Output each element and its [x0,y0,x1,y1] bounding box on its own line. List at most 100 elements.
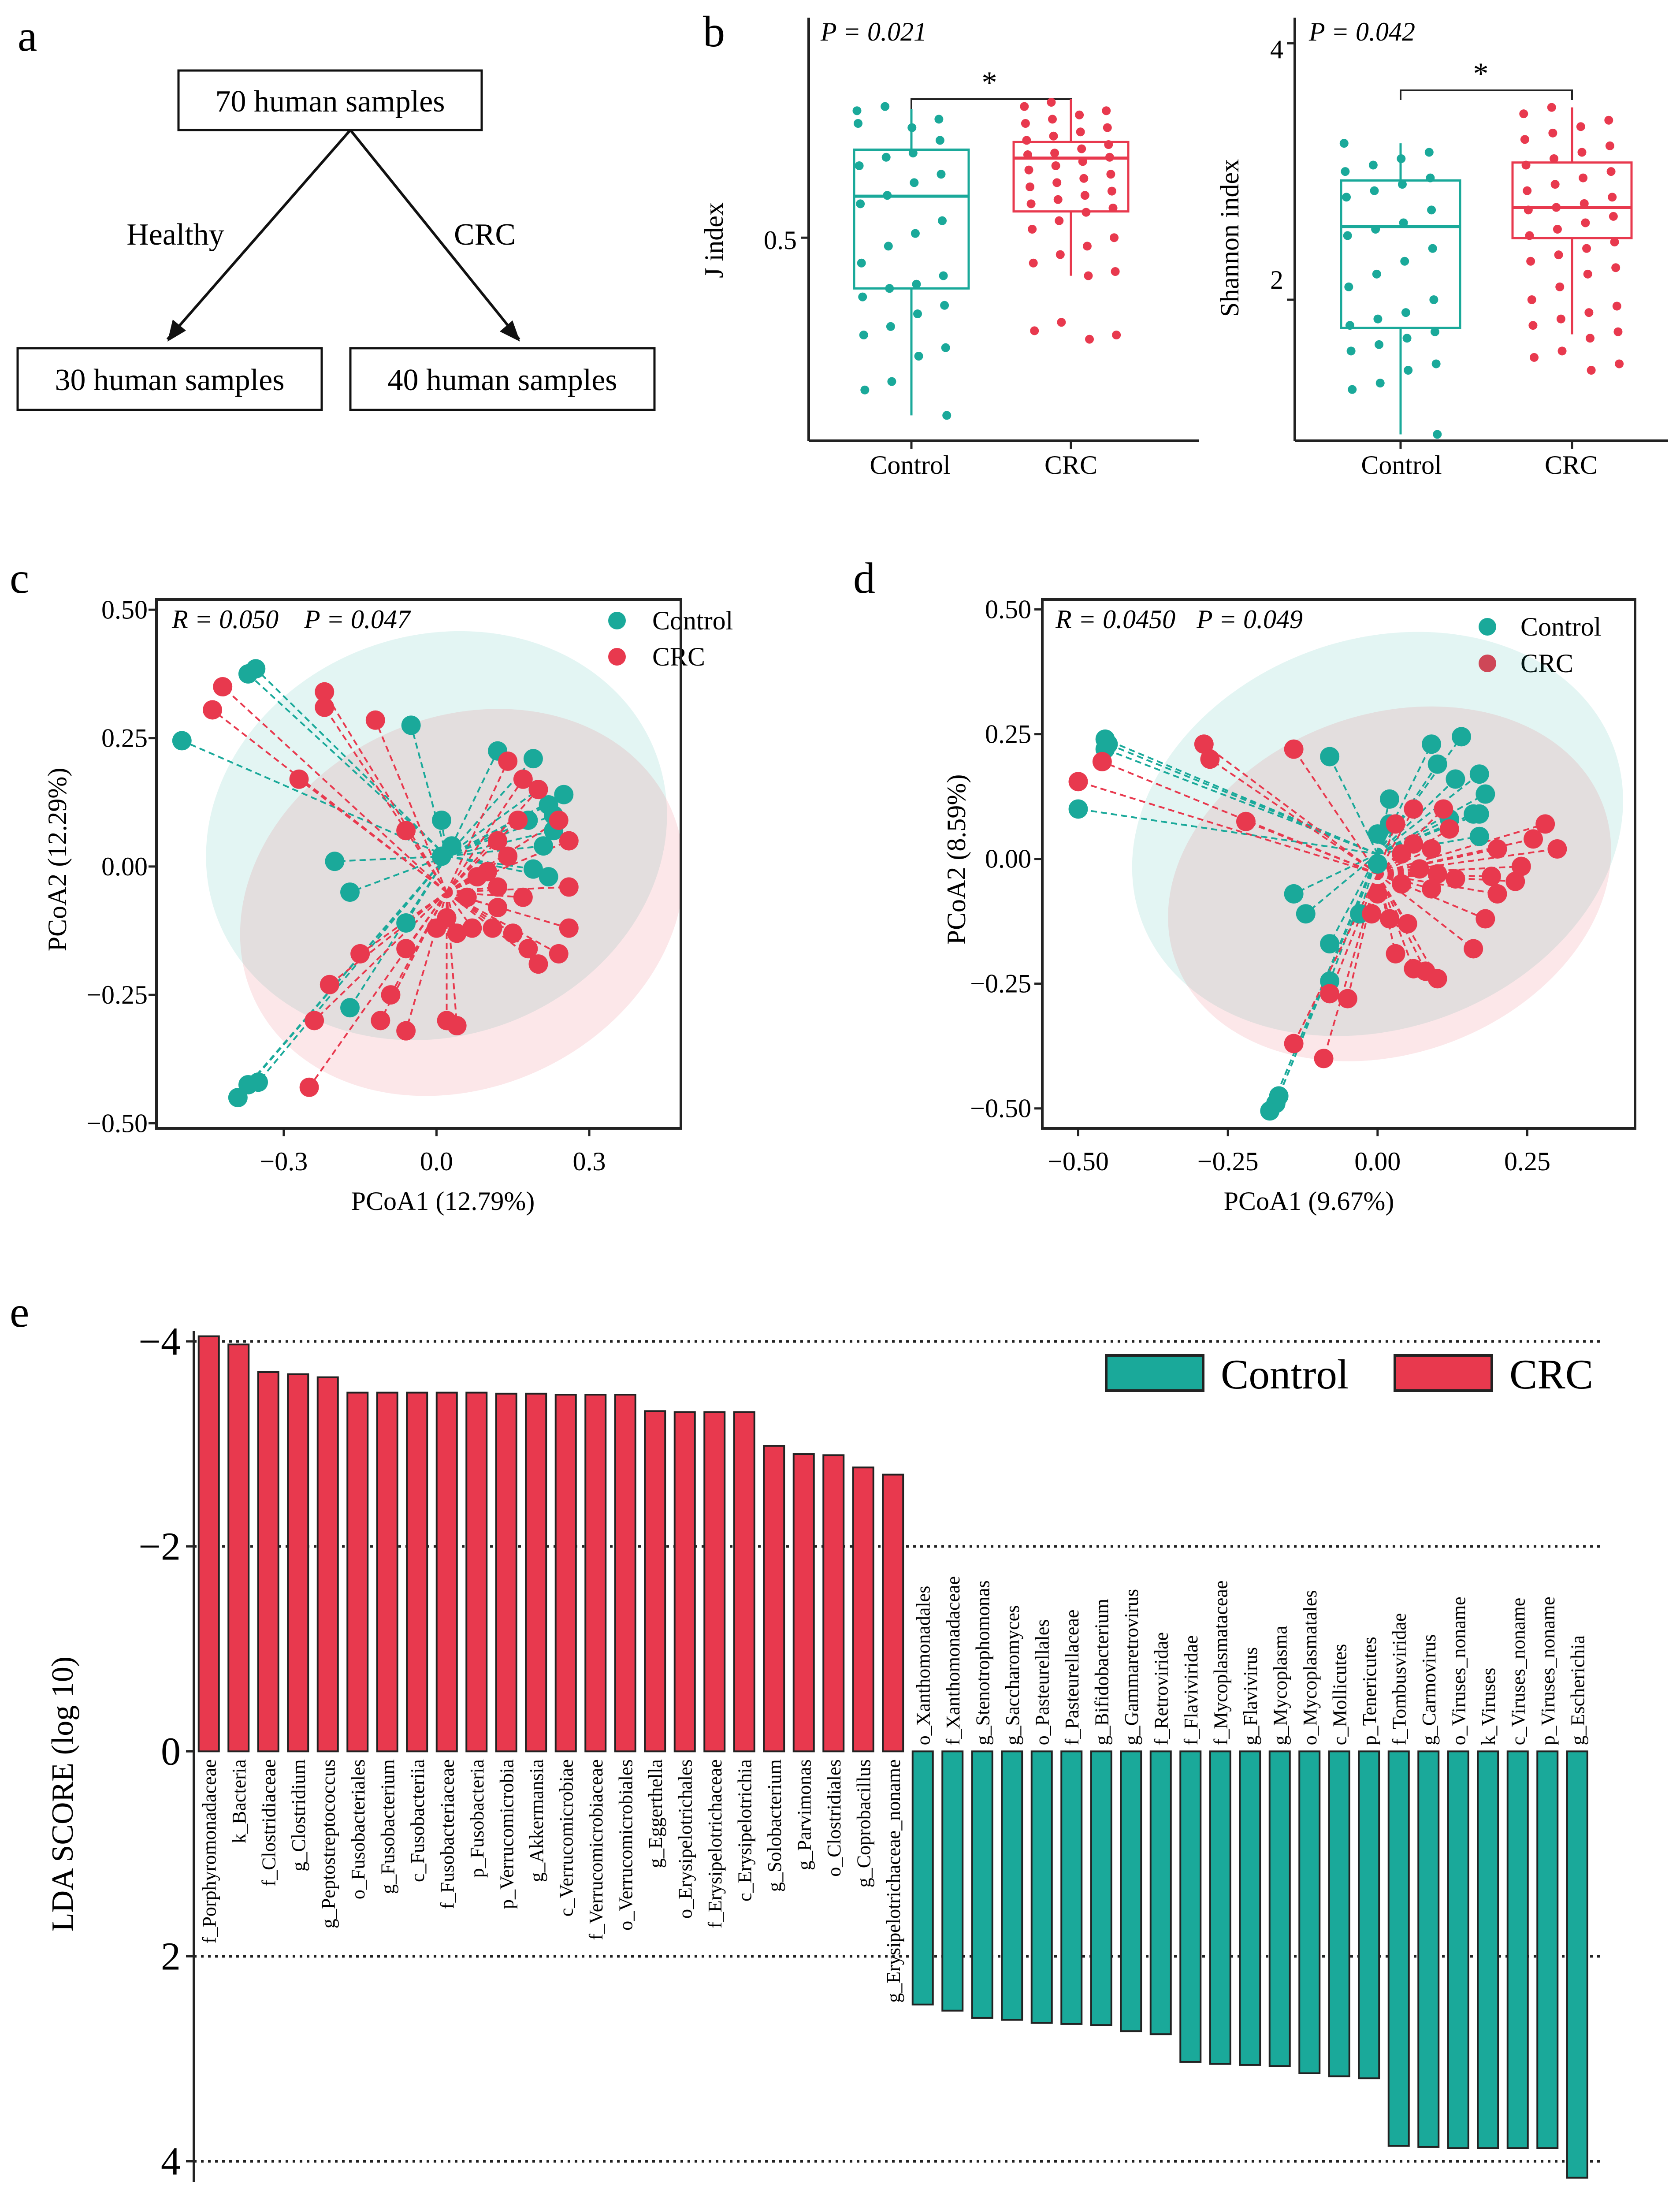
c-point-crc-16 [467,867,487,887]
b2-point-0-21 [1431,327,1440,336]
e-bar-crc-16 [673,1411,696,1753]
e-bar-label-control-18: o_Viruses_noname [1448,1596,1470,1745]
b1-point-1-34 [1111,267,1120,276]
b1-point-1-29 [1028,225,1037,234]
b2-point-1-28 [1555,282,1565,291]
c-point-crc-2 [315,682,335,702]
b1-point-1-21 [1026,182,1035,191]
e-bar-label-crc-15: g_Eggerthella [645,1759,666,1868]
c-spider-0-24 [237,856,448,1098]
e-bar-label-crc-1: k_Bacteria [228,1759,250,1843]
b2-point-0-2 [1397,154,1406,163]
c-spider-1-21 [446,891,473,929]
c-point-crc-17 [488,877,508,897]
b2-point-1-30 [1612,301,1621,311]
b1-point-1-28 [1055,216,1064,225]
b2-point-0-24 [1346,346,1356,356]
c-point-crc-40 [350,944,370,964]
b2-point-1-23 [1582,244,1591,253]
d-point-crc-33 [1547,839,1567,859]
c-point-crc-14 [498,846,518,866]
b2-point-1-0 [1547,103,1556,112]
e-bar-control-4 [1030,1750,1053,2024]
e-bar-crc-17 [703,1411,726,1753]
e-bar-crc-9 [465,1392,488,1753]
b1-point-1-10 [1104,140,1113,149]
b1-point-0-29 [942,411,952,420]
c-legend-dot-crc [608,648,626,666]
b1-point-1-7 [1076,127,1085,137]
e-ytick-label-0: −4 [138,1320,181,1363]
e-bar-label-crc-5: o_Fusobacteriales [347,1759,369,1899]
c-spider-0-14 [446,845,544,857]
d-point-crc-7 [1404,799,1424,819]
e-bar-label-crc-16: o_Erysipelotrichales [675,1759,696,1919]
c-spider-1-38 [313,891,447,1021]
j-index-boxplot: P = 0.021 * J index Control CRC 0.5 [699,17,1199,480]
e-bar-control-18 [1447,1750,1469,2149]
b2-point-0-15 [1372,269,1381,279]
e-bar-label-control-14: c_Mollicutes [1329,1644,1351,1745]
d-point-crc-28 [1505,871,1525,891]
b2-point-1-25 [1526,257,1535,266]
d-spider-1-32 [1377,823,1546,875]
b1-point-0-4 [854,119,863,128]
d-spider-0-11 [1377,793,1486,855]
d-spider-0-1 [1108,743,1378,855]
c-point-crc-38 [305,1011,324,1031]
c-ytick-label-0: −0.50 [86,1109,148,1138]
b2-point-1-5 [1520,135,1529,144]
d-point-control-21 [1320,934,1340,954]
e-bar-crc-15 [644,1410,666,1753]
c-spider-0-18 [335,855,447,863]
e-bar-control-15 [1358,1750,1380,2080]
c-xtick-label-2: 0.3 [573,1147,606,1176]
b1-point-1-4 [1048,115,1057,124]
e-ytick-label-1: −2 [138,1525,181,1568]
d-point-control-20 [1296,904,1316,924]
e-bar-crc-6 [376,1392,398,1753]
flowchart-arrow-right [349,129,520,340]
b2-point-0-4 [1341,167,1350,176]
e-bar-control-5 [1060,1750,1083,2025]
c-point-control-14 [534,836,554,856]
b2-point-0-7 [1370,186,1379,195]
b1-point-1-19 [1079,174,1089,183]
e-bar-crc-2 [257,1371,279,1753]
e-bar-label-control-22: g_Escherichia [1567,1635,1589,1745]
d-point-crc-13 [1409,859,1429,879]
e-bar-label-control-16: f_Tombusviridae [1389,1613,1410,1745]
b1-point-1-9 [1022,136,1031,145]
d-point-crc-12 [1392,844,1412,864]
lda-bar-chart: LDA SCORE (log 10) Control CRC −4 −2 0 2 4 f_… [46,1320,1604,2183]
b2-point-1-8 [1550,154,1559,163]
d-point-crc-3 [1200,749,1220,769]
c-spider-1-8 [446,778,524,893]
d-point-crc-25 [1476,909,1495,929]
d-xtick-label-2: 0.00 [1354,1147,1401,1176]
c-point-crc-6 [396,821,416,841]
d-point-crc-38 [1314,1049,1334,1068]
d-frame [1041,598,1636,1130]
flowchart-top-box [177,69,483,131]
d-point-control-9 [1446,769,1465,789]
b2-point-1-36 [1557,346,1567,356]
e-bar-crc-4 [316,1376,339,1753]
e-bar-label-crc-13: f_Verrucomicrobiaceae [585,1759,607,1940]
d-point-crc-36 [1320,984,1340,1004]
b2-point-1-12 [1550,180,1560,189]
e-bar-control-1 [941,1750,964,2012]
d-point-crc-30 [1487,839,1507,859]
c-spider-1-11 [446,840,569,893]
d-point-crc-2 [1194,734,1214,754]
e-bar-label-control-21: p_Viruses_noname [1537,1596,1559,1745]
e-ylabel: LDA SCORE (log 10) [46,1656,80,1931]
b1-point-1-24 [1053,195,1063,204]
b1-point-1-12 [1050,149,1059,158]
b2-point-1-35 [1585,334,1595,343]
e-bar-label-control-5: f_Pasteurellaceae [1061,1610,1083,1745]
flowchart-crc-label: CRC [454,218,516,252]
e-legend-control: Control [1221,1351,1349,1398]
c-spider-1-5 [374,720,448,893]
flowchart-right-box [349,347,656,411]
